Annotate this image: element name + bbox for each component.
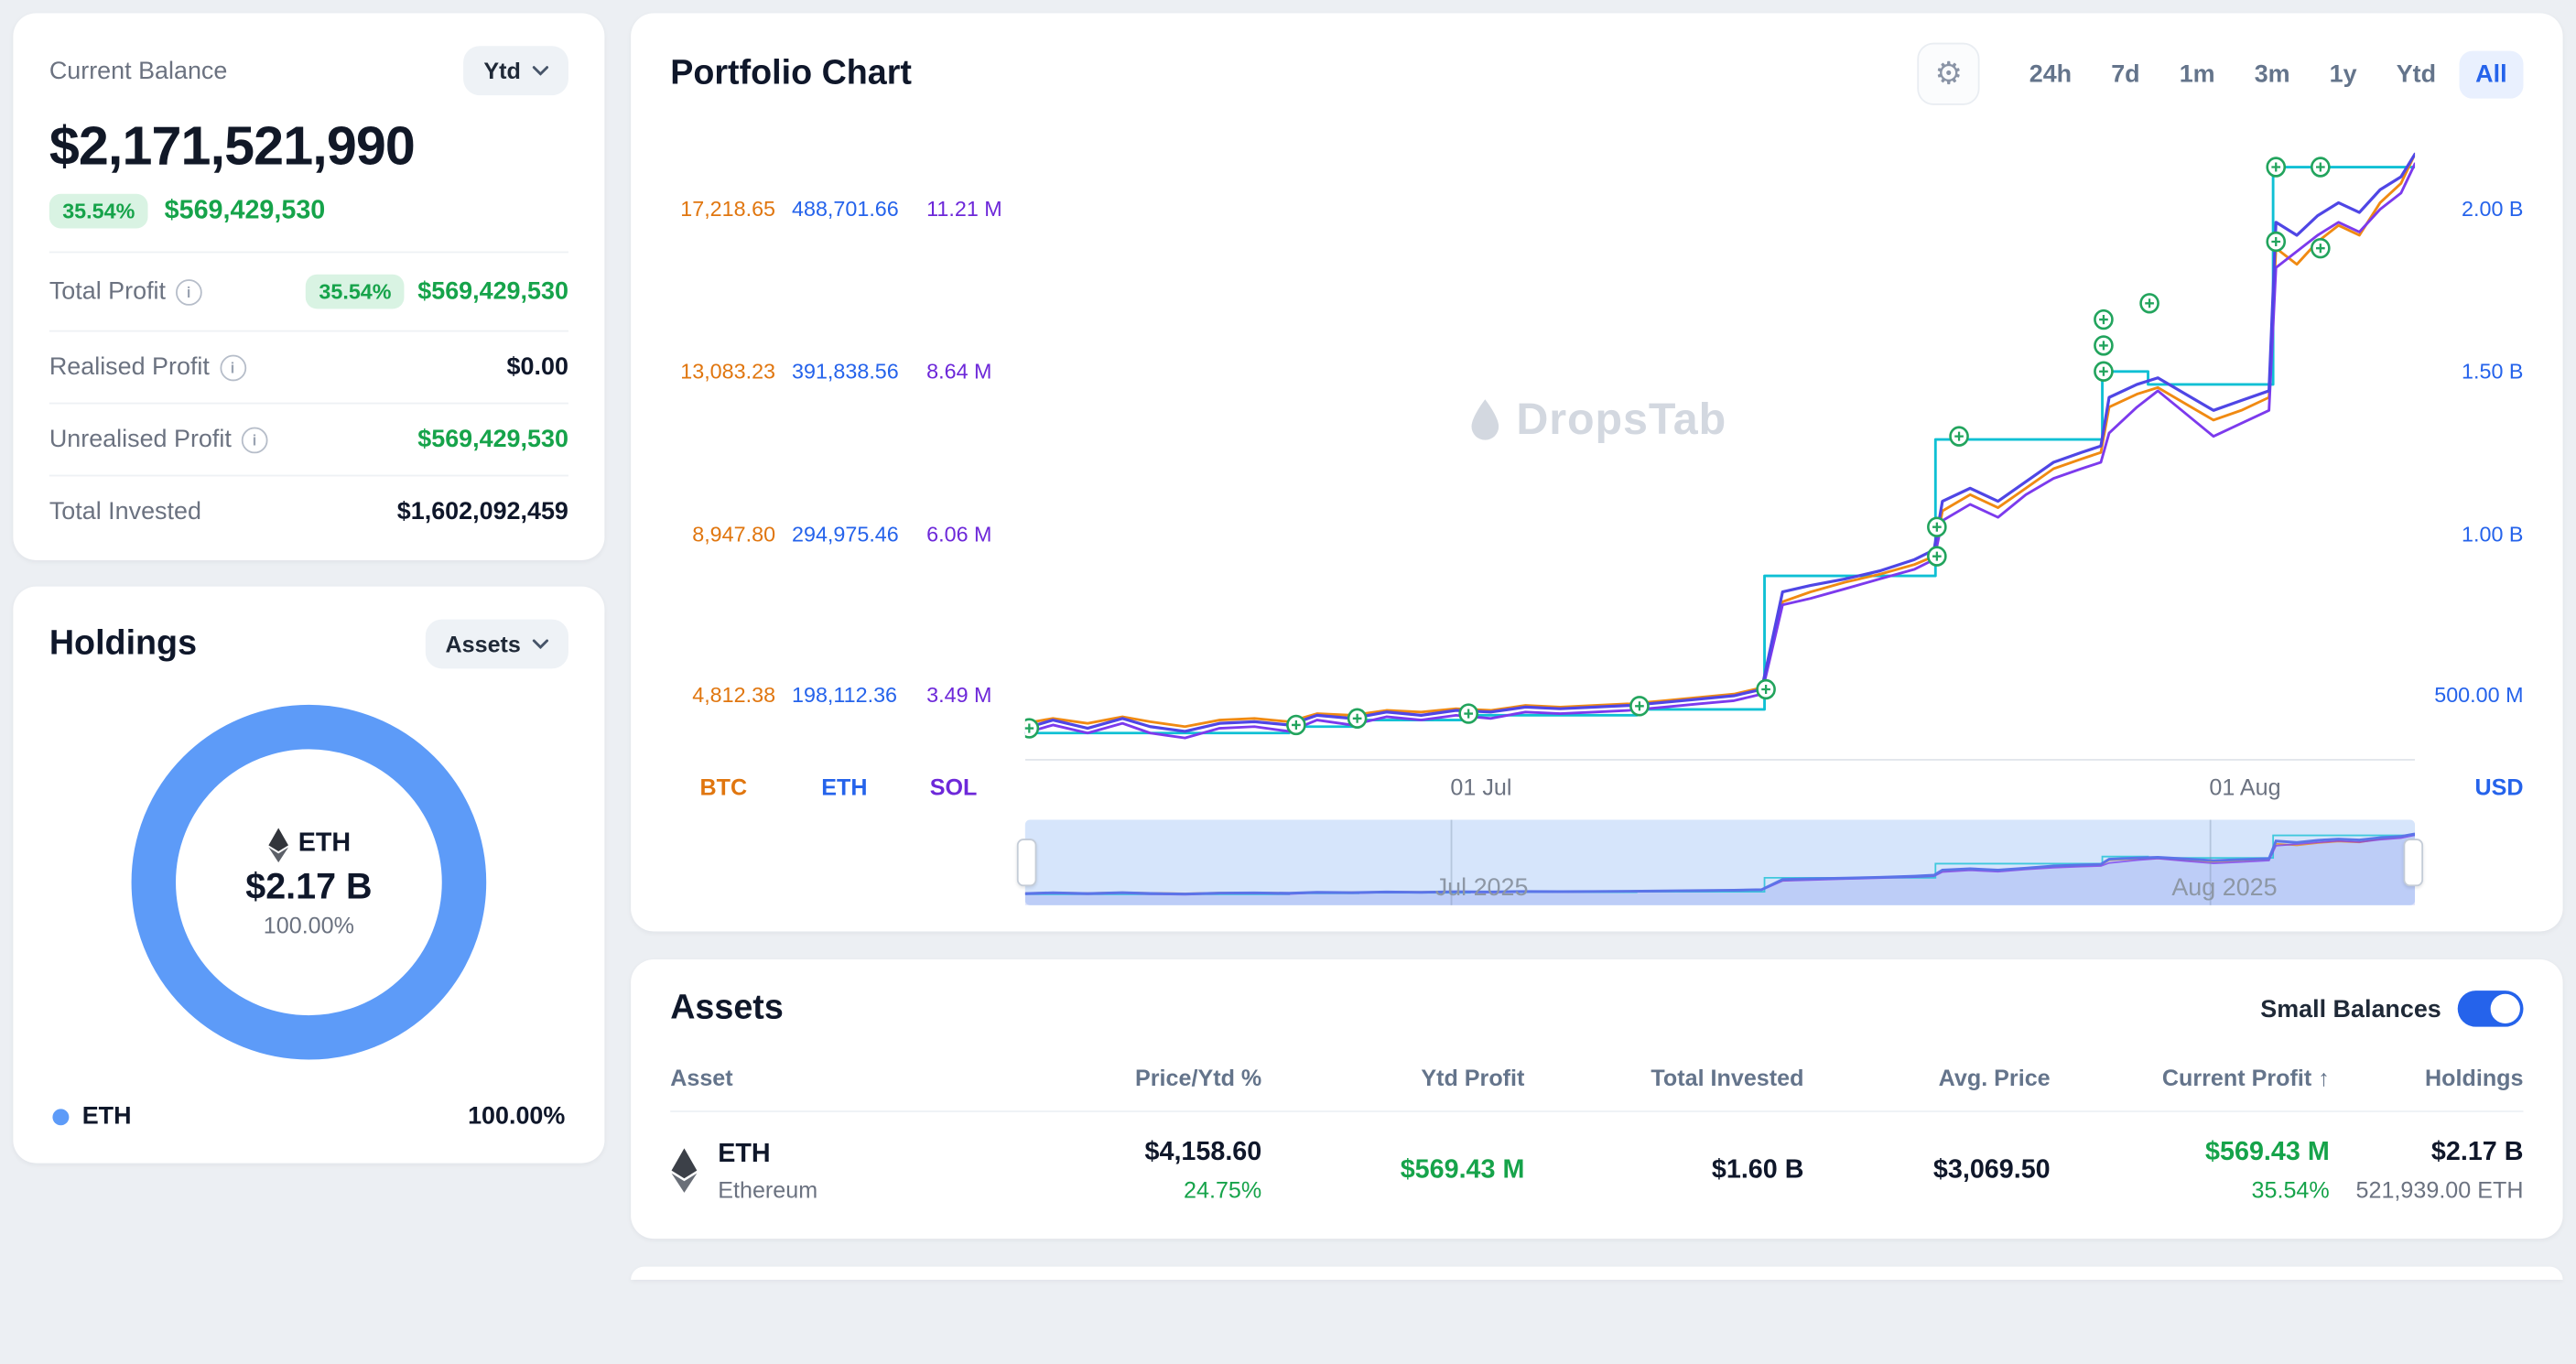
unrealised-profit-value: $569,429,530 bbox=[417, 425, 568, 454]
col-total-invested[interactable]: Total Invested bbox=[1651, 1064, 1804, 1091]
timeframe-ytd[interactable]: Ytd bbox=[2380, 50, 2452, 98]
holdings-card: Holdings Assets ETH $2.17 B 100.00% bbox=[13, 586, 605, 1164]
portfolio-chart-area[interactable]: 17,218.65 13,083.23 8,947.80 4,812.38 48… bbox=[670, 128, 2524, 761]
holdings-view-dropdown[interactable]: Assets bbox=[425, 619, 568, 669]
realised-profit-value: $0.00 bbox=[506, 352, 568, 382]
current-balance-card: Current Balance Ytd $2,171,521,990 35.54… bbox=[13, 13, 605, 560]
stat-row-total-invested: Total Invested $1,602,092,459 bbox=[49, 474, 568, 547]
col-holdings[interactable]: Holdings bbox=[2425, 1064, 2524, 1091]
total-profit-percent-badge: 35.54% bbox=[306, 274, 405, 309]
timeframe-1y[interactable]: 1y bbox=[2313, 50, 2374, 98]
current-balance-value: $2,171,521,990 bbox=[49, 114, 416, 177]
sort-ascending-icon: ↑ bbox=[2318, 1064, 2330, 1091]
next-card-peek bbox=[631, 1266, 2563, 1280]
donut-percent: 100.00% bbox=[263, 911, 354, 937]
assets-title: Assets bbox=[670, 989, 784, 1027]
stat-row-total-profit: Total Profit 35.54% $569,429,530 bbox=[49, 251, 568, 330]
brush-label-jul: Jul 2025 bbox=[1434, 873, 1529, 903]
eth-series-label[interactable]: ETH bbox=[821, 774, 868, 800]
small-balances-label: Small Balances bbox=[2260, 994, 2441, 1023]
current-balance-title: Current Balance bbox=[49, 56, 228, 85]
brush-handle-left[interactable] bbox=[1016, 839, 1037, 887]
col-asset[interactable]: Asset bbox=[670, 1064, 733, 1091]
chevron-down-icon bbox=[532, 66, 549, 76]
timeframe-3m[interactable]: 3m bbox=[2238, 50, 2307, 98]
sol-axis: 11.21 M 8.64 M 6.06 M 3.49 M bbox=[926, 196, 1002, 709]
eth-icon bbox=[671, 1148, 698, 1193]
timeframe-1m[interactable]: 1m bbox=[2163, 50, 2232, 98]
left-sidebar: Current Balance Ytd $2,171,521,990 35.54… bbox=[13, 13, 605, 1350]
timeframe-all[interactable]: All bbox=[2459, 49, 2524, 98]
brush-handle-right[interactable] bbox=[2403, 839, 2424, 887]
col-avg-price[interactable]: Avg. Price bbox=[1938, 1064, 2051, 1091]
info-icon[interactable] bbox=[219, 353, 246, 381]
btc-series-label[interactable]: BTC bbox=[699, 774, 748, 800]
chevron-down-icon bbox=[532, 639, 549, 649]
cell-price-ytd: $4,158.60 24.75% bbox=[1144, 1138, 1262, 1203]
chart-x-axis: BTC ETH SOL 01 Jul 01 Aug USD bbox=[670, 761, 2523, 810]
usd-axis: 2.00 B 1.50 B 1.00 B 500.00 M bbox=[2434, 196, 2524, 709]
holdings-title: Holdings bbox=[49, 623, 198, 663]
usd-axis-label[interactable]: USD bbox=[2474, 774, 2524, 800]
holdings-donut-chart[interactable]: ETH $2.17 B 100.00% bbox=[131, 704, 487, 1060]
x-tick-jul: 01 Jul bbox=[1450, 774, 1512, 800]
donut-asset-symbol: ETH bbox=[298, 829, 352, 858]
info-icon[interactable] bbox=[241, 426, 268, 453]
eth-icon bbox=[267, 827, 288, 862]
legend-asset-name: ETH bbox=[81, 1102, 132, 1131]
asset-symbol: ETH bbox=[718, 1139, 771, 1168]
col-ytd-profit[interactable]: Ytd Profit bbox=[1421, 1064, 1525, 1091]
cell-total-invested: $1.60 B bbox=[1711, 1155, 1804, 1185]
assets-card: Assets Small Balances Asset Price/Ytd % … bbox=[631, 959, 2563, 1240]
holdings-view-value: Assets bbox=[445, 631, 521, 657]
eth-axis: 488,701.66 391,838.56 294,975.46 198,112… bbox=[791, 196, 899, 709]
table-row-eth[interactable]: ETH Ethereum $4,158.60 24.75% $569.43 M … bbox=[670, 1112, 2524, 1212]
balance-stats: Total Profit 35.54% $569,429,530 Realise… bbox=[49, 251, 568, 547]
gear-icon bbox=[1934, 59, 1963, 90]
cell-avg-price: $3,069.50 bbox=[1932, 1155, 2051, 1185]
cell-ytd-profit: $569.43 M bbox=[1400, 1155, 1525, 1185]
stat-label-unrealised-profit: Unrealised Profit bbox=[49, 425, 232, 454]
legend-asset-percent: 100.00% bbox=[468, 1102, 566, 1131]
btc-price-axis: 17,218.65 13,083.23 8,947.80 4,812.38 bbox=[680, 196, 776, 709]
timeframe-24h[interactable]: 24h bbox=[2013, 50, 2088, 98]
portfolio-chart-title: Portfolio Chart bbox=[670, 54, 913, 92]
cell-holdings: $2.17 B 521,939.00 ETH bbox=[2355, 1138, 2524, 1203]
main-content: Portfolio Chart 24h 7d 1m 3m 1y Ytd All bbox=[631, 13, 2563, 1350]
chart-range-brush[interactable]: Jul 2025 Aug 2025 bbox=[1016, 819, 2424, 905]
x-tick-aug: 01 Aug bbox=[2209, 774, 2281, 800]
stat-label-realised-profit: Realised Profit bbox=[49, 352, 210, 382]
asset-name: Ethereum bbox=[718, 1175, 818, 1202]
portfolio-chart-card: Portfolio Chart 24h 7d 1m 3m 1y Ytd All bbox=[631, 13, 2563, 932]
donut-total-value: $2.17 B bbox=[245, 864, 373, 906]
eth-legend-dot bbox=[52, 1108, 70, 1125]
assets-table: Asset Price/Ytd % Ytd Profit Total Inves… bbox=[670, 1052, 2524, 1213]
brush-month-divider bbox=[2209, 819, 2212, 905]
col-price-ytd[interactable]: Price/Ytd % bbox=[1135, 1064, 1262, 1091]
small-balances-toggle[interactable] bbox=[2457, 991, 2524, 1027]
col-current-profit[interactable]: Current Profit ↑ bbox=[2161, 1064, 2330, 1091]
holdings-legend-item[interactable]: ETH 100.00% bbox=[49, 1089, 568, 1131]
balance-period-dropdown[interactable]: Ytd bbox=[463, 46, 568, 96]
stat-label-total-profit: Total Profit bbox=[49, 277, 167, 306]
stat-label-total-invested: Total Invested bbox=[49, 497, 201, 526]
cell-current-profit: $569.43 M 35.54% bbox=[2205, 1138, 2330, 1203]
balance-change-percent-badge: 35.54% bbox=[49, 193, 148, 229]
stat-row-realised-profit: Realised Profit $0.00 bbox=[49, 330, 568, 403]
sol-series-label[interactable]: SOL bbox=[929, 774, 978, 800]
balance-change-value: $569,429,530 bbox=[164, 196, 326, 224]
assets-table-header: Asset Price/Ytd % Ytd Profit Total Inves… bbox=[670, 1052, 2524, 1112]
balance-period-value: Ytd bbox=[483, 57, 521, 84]
brush-month-divider bbox=[1450, 819, 1453, 905]
timeframe-selector: 24h 7d 1m 3m 1y Ytd All bbox=[2013, 49, 2524, 98]
chart-settings-button[interactable] bbox=[1917, 42, 1980, 105]
chart-plot[interactable] bbox=[1024, 128, 2416, 761]
stat-row-unrealised-profit: Unrealised Profit $569,429,530 bbox=[49, 402, 568, 475]
timeframe-7d[interactable]: 7d bbox=[2094, 50, 2156, 98]
info-icon[interactable] bbox=[175, 278, 202, 305]
brush-label-aug: Aug 2025 bbox=[2171, 873, 2278, 903]
total-invested-value: $1,602,092,459 bbox=[396, 497, 568, 526]
total-profit-value: $569,429,530 bbox=[417, 277, 568, 306]
